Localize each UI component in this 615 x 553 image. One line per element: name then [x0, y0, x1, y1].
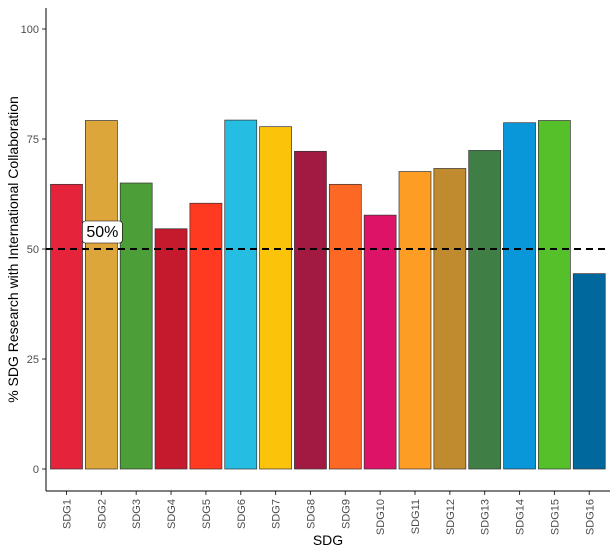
bar-sdg12	[433, 168, 467, 470]
bar-sdg3	[119, 182, 153, 470]
x-tick-label: SDG12	[445, 499, 457, 535]
x-tick-label: SDG16	[584, 499, 596, 535]
annotation-label: 50%	[86, 224, 118, 241]
x-tick-label: SDG6	[236, 499, 248, 529]
bar-sdg10	[363, 214, 397, 470]
x-axis-title: SDG	[313, 532, 343, 548]
bar-sdg11	[398, 171, 432, 470]
x-tick-label: SDG3	[131, 499, 143, 529]
bar-sdg5	[189, 202, 223, 470]
x-axis-ticks: SDG1 SDG2 SDG3 SDG4 SDG5 SDG6 SDG7 SDG8 SDG9 SDG1…	[62, 491, 596, 535]
annotation-box	[82, 220, 123, 244]
x-tick-label: SDG10	[375, 499, 387, 535]
x-tick-label: SDG8	[305, 499, 317, 529]
bar-sdg7	[259, 126, 292, 470]
x-tick-label: SDG13	[480, 499, 492, 535]
x-tick-label: SDG7	[271, 499, 283, 529]
bars-group	[50, 119, 606, 470]
bar-sdg14	[503, 122, 536, 470]
annotation-50-percent: 50%	[82, 220, 123, 244]
y-axis-title: % SDG Research with International Collab…	[5, 96, 21, 403]
bar-sdg8	[294, 150, 327, 470]
bar-sdg4	[154, 228, 188, 470]
x-tick-label: SDG1	[62, 499, 74, 529]
bar-sdg15	[538, 120, 571, 470]
x-tick-label: SDG2	[96, 499, 108, 529]
bar-sdg6	[224, 119, 258, 470]
x-tick-label: SDG5	[201, 499, 213, 529]
x-tick-label: SDG9	[340, 499, 352, 529]
bar-sdg16	[572, 273, 606, 470]
x-tick-label: SDG4	[166, 499, 178, 529]
y-tick-label: 75	[27, 134, 39, 146]
bar-sdg13	[468, 150, 502, 470]
x-tick-label: SDG14	[515, 499, 527, 535]
x-tick-label: SDG11	[410, 499, 422, 534]
y-tick-label: 0	[33, 464, 39, 476]
y-tick-label: 100	[21, 24, 39, 36]
y-tick-label: 25	[27, 354, 39, 366]
x-tick-label: SDG15	[549, 499, 561, 535]
bar-sdg2	[84, 120, 118, 470]
bar-sdg1	[50, 183, 83, 470]
y-axis-ticks: 0 25 50 75 100	[21, 24, 46, 476]
y-tick-label: 50	[27, 244, 39, 256]
bar-sdg9	[328, 183, 362, 470]
